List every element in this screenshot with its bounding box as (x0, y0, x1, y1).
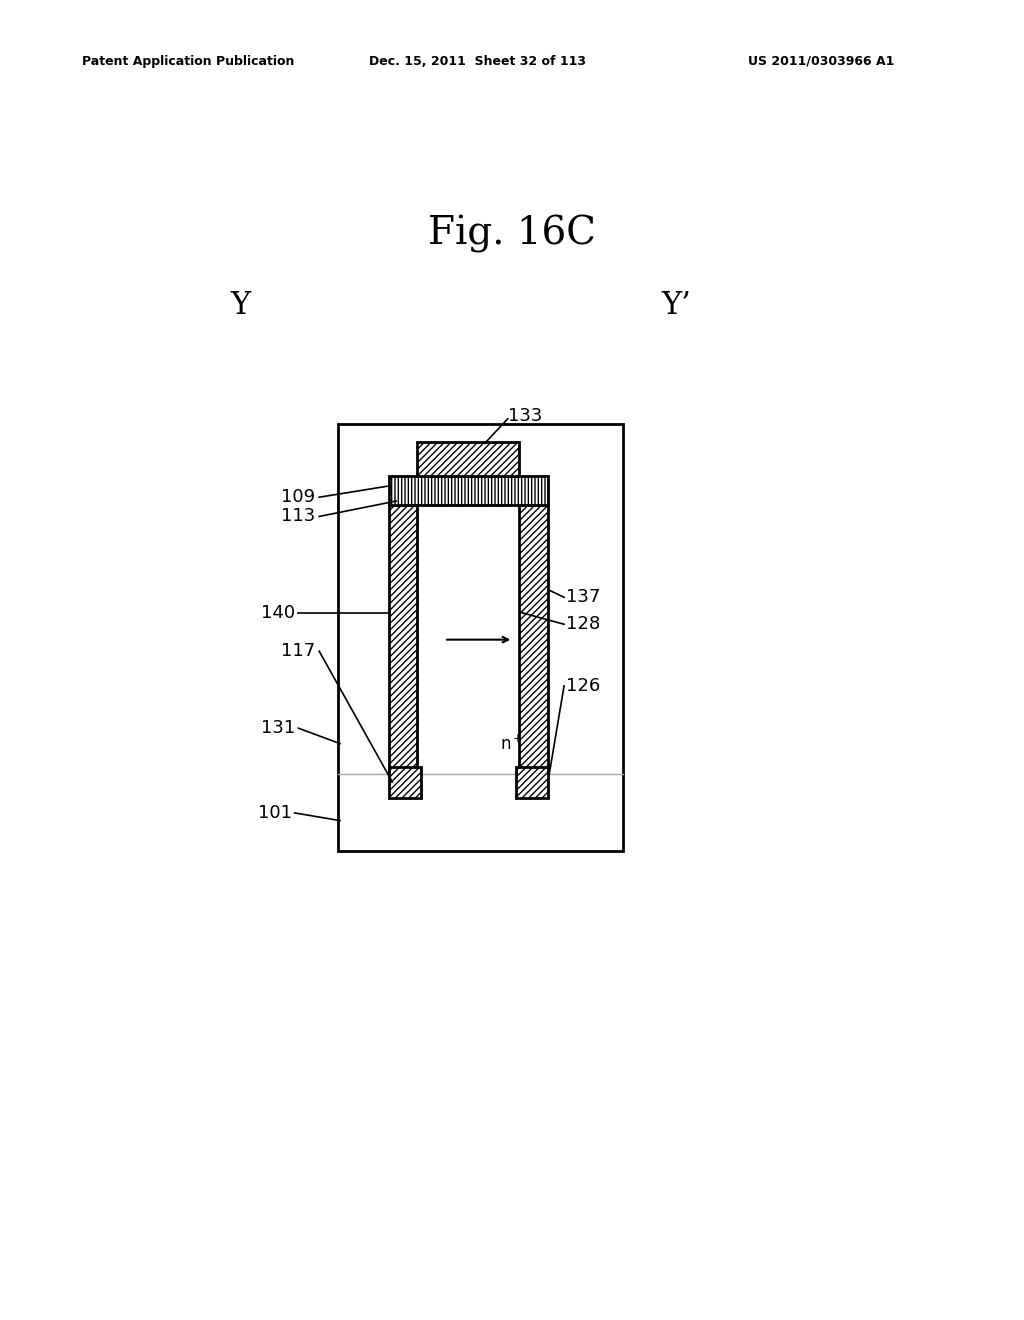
Bar (339, 424, 624, 851)
Text: 128: 128 (565, 615, 600, 634)
Text: 117: 117 (281, 643, 315, 660)
Text: Fig. 16C: Fig. 16C (428, 215, 596, 253)
Bar (519, 506, 548, 775)
Text: 126: 126 (565, 677, 600, 694)
Text: 137: 137 (565, 589, 600, 606)
Bar (417, 442, 519, 475)
Text: Patent Application Publication: Patent Application Publication (82, 55, 294, 69)
Text: n$^+$: n$^+$ (500, 734, 523, 754)
Text: 133: 133 (508, 408, 543, 425)
Text: 113: 113 (281, 507, 315, 525)
Text: Y: Y (230, 290, 251, 321)
Text: Dec. 15, 2011  Sheet 32 of 113: Dec. 15, 2011 Sheet 32 of 113 (369, 55, 586, 69)
Text: 101: 101 (258, 804, 292, 822)
Text: 131: 131 (261, 719, 296, 737)
Bar (388, 475, 548, 506)
Text: 140: 140 (261, 603, 296, 622)
Text: US 2011/0303966 A1: US 2011/0303966 A1 (748, 55, 894, 69)
Bar (388, 767, 421, 797)
Text: Y’: Y’ (660, 290, 691, 321)
Bar (515, 767, 548, 797)
Text: 109: 109 (281, 488, 314, 506)
Bar (388, 506, 417, 775)
